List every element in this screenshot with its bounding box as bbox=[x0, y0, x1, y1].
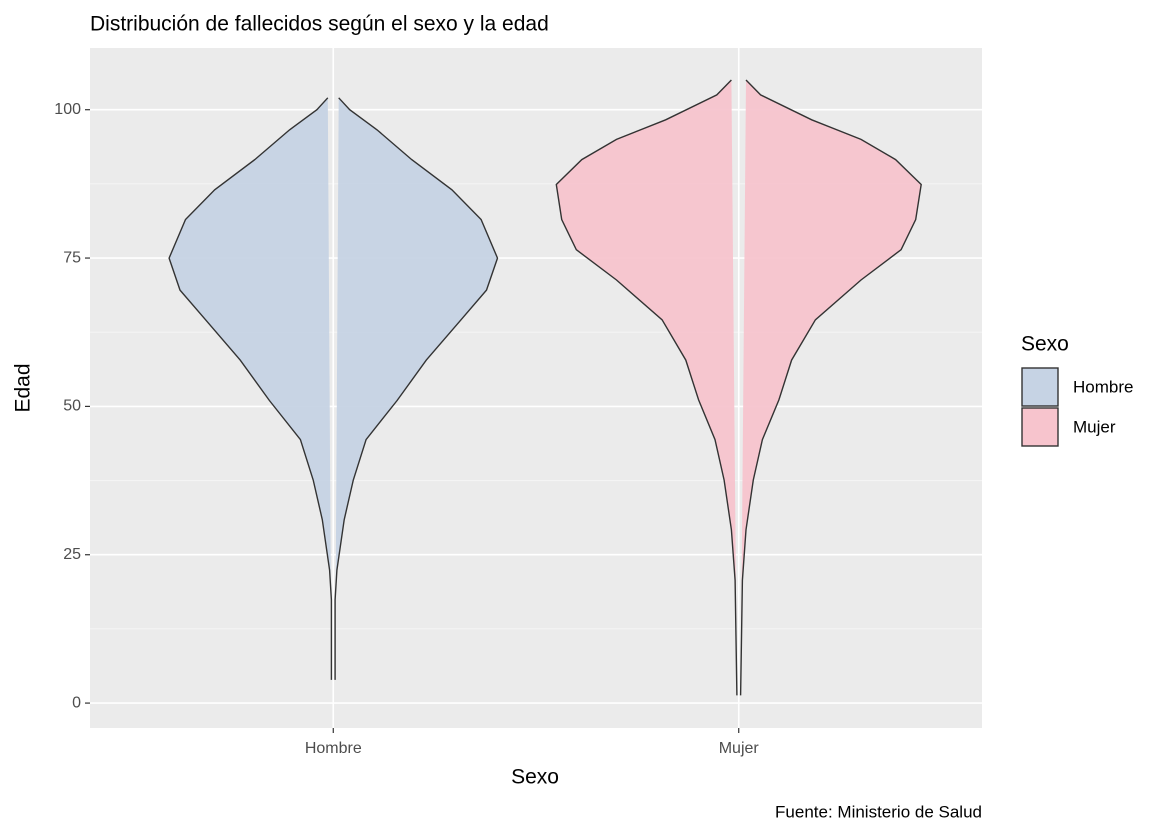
x-axis-title: Sexo bbox=[511, 766, 559, 789]
y-tick-label: 0 bbox=[72, 694, 81, 711]
chart-title: Distribución de fallecidos según el sexo… bbox=[90, 13, 549, 36]
legend-key bbox=[1021, 367, 1059, 407]
x-tick-label: Hombre bbox=[305, 740, 362, 757]
y-axis-title: Edad bbox=[12, 363, 35, 412]
violin-half bbox=[555, 79, 738, 696]
y-tick-label: 25 bbox=[63, 546, 81, 563]
violin-half bbox=[168, 97, 333, 680]
y-tick-label: 100 bbox=[54, 101, 81, 118]
caption: Fuente: Ministerio de Salud bbox=[775, 802, 982, 821]
legend-label: Hombre bbox=[1073, 377, 1133, 396]
violin-half bbox=[334, 97, 499, 680]
y-tick-label: 75 bbox=[63, 249, 81, 266]
y-tick-label: 50 bbox=[63, 398, 81, 415]
x-tick-label: Mujer bbox=[719, 740, 760, 757]
violin-half bbox=[739, 79, 922, 696]
legend-title: Sexo bbox=[1021, 333, 1069, 356]
legend-key bbox=[1021, 407, 1059, 447]
legend-label: Mujer bbox=[1073, 417, 1116, 436]
